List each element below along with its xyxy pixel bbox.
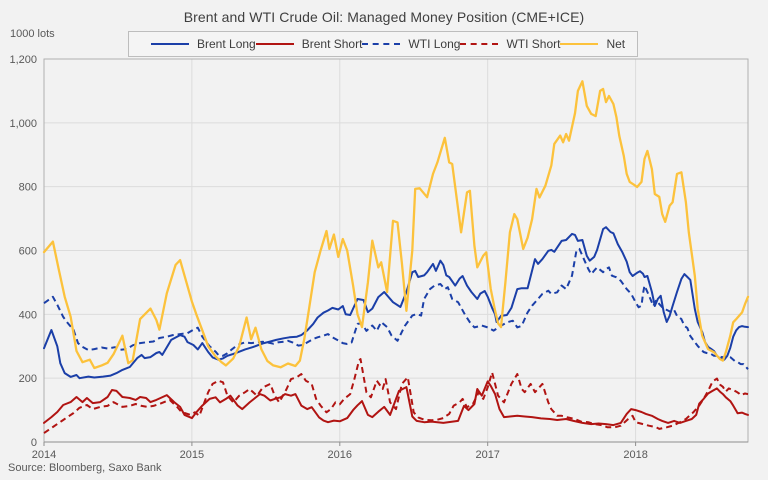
y-tick-label: 1,200: [9, 54, 37, 66]
y-tick-label: 400: [19, 309, 37, 321]
legend-label: Net: [606, 37, 626, 51]
series-line-brent-long: [43, 226, 749, 380]
legend-label: WTI Long: [408, 37, 461, 51]
y-tick-label: 0: [31, 437, 37, 449]
legend-item-net: Net: [560, 37, 625, 51]
legend-item-wti-short: WTI Short: [460, 37, 560, 51]
net-line-swatch-icon: [560, 43, 599, 45]
y-tick-label: 200: [19, 373, 37, 385]
legend-label: Brent Long: [197, 37, 256, 51]
x-tick-label: 2015: [180, 449, 204, 461]
y-tick-label: 600: [19, 246, 37, 258]
x-tick-label: 2016: [328, 449, 352, 461]
chart-title: Brent and WTI Crude Oil: Managed Money P…: [183, 9, 585, 25]
legend-label: WTI Short: [506, 37, 561, 51]
source-attribution: Source: Bloomberg, Saxo Bank: [8, 462, 162, 474]
x-tick-label: 2014: [32, 449, 56, 461]
x-tick-label: 2018: [623, 449, 647, 461]
y-tick-label: 800: [19, 182, 37, 194]
y-axis-units-label: 1000 lots: [10, 28, 55, 40]
legend-item-wti-long: WTI Long: [362, 37, 460, 51]
x-tick-label: 2017: [475, 449, 499, 461]
wti-short-dashed-line-swatch-icon: [460, 43, 499, 45]
legend-item-brent-short: Brent Short: [255, 37, 363, 51]
series-line-net: [42, 80, 750, 370]
legend-label: Brent Short: [301, 37, 363, 51]
brent-short-line-swatch-icon: [255, 43, 294, 45]
y-tick-label: 1,000: [9, 118, 37, 130]
legend-item-brent-long: Brent Long: [151, 37, 256, 51]
brent-long-line-swatch-icon: [151, 43, 189, 45]
series-line-brent-short: [43, 380, 749, 427]
wti-long-dashed-line-swatch-icon: [362, 43, 401, 45]
legend: Brent Long Brent Short WTI Long WTI Shor…: [128, 31, 638, 57]
series-line-wti-short: [43, 358, 749, 434]
series-line-wti-long: [43, 247, 749, 370]
